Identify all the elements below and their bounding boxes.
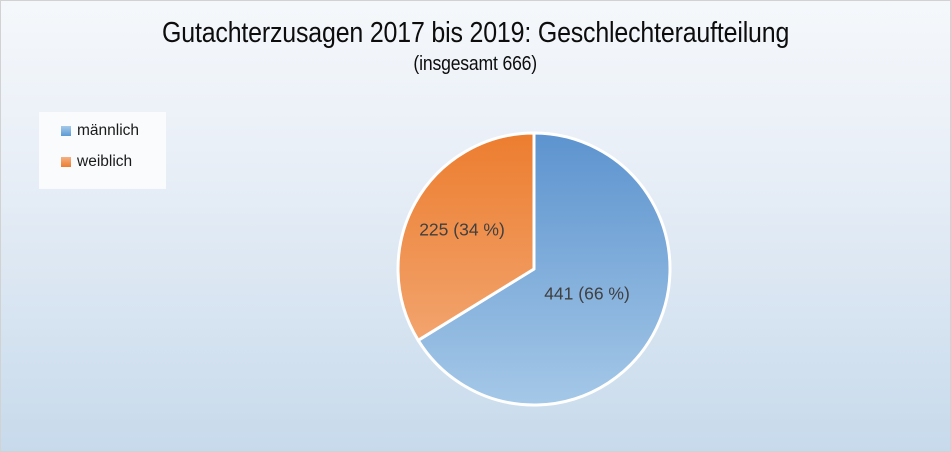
chart-title-block: Gutachterzusagen 2017 bis 2019: Geschlec… [1, 17, 950, 76]
legend-swatch-weiblich-icon [61, 157, 71, 167]
chart-subtitle-row: (insgesamt 666) [1, 53, 950, 76]
legend-swatch-maennlich-icon [61, 126, 71, 136]
legend: männlich weiblich [39, 112, 166, 189]
pie-slice-weiblich [396, 131, 536, 342]
legend-item-weiblich: weiblich [61, 153, 166, 171]
chart-subtitle: (insgesamt 666) [413, 53, 538, 75]
legend-label-weiblich: weiblich [77, 153, 133, 170]
data-label-maennlich: 441 (66 %) [544, 283, 630, 304]
chart-title: Gutachterzusagen 2017 bis 2019: Geschlec… [161, 17, 790, 49]
legend-item-maennlich: männlich [61, 122, 166, 140]
pie-chart [396, 131, 672, 407]
pie-slice-maennlich [416, 131, 672, 407]
data-label-weiblich: 225 (34 %) [419, 219, 505, 240]
legend-label-maennlich: männlich [77, 122, 140, 139]
